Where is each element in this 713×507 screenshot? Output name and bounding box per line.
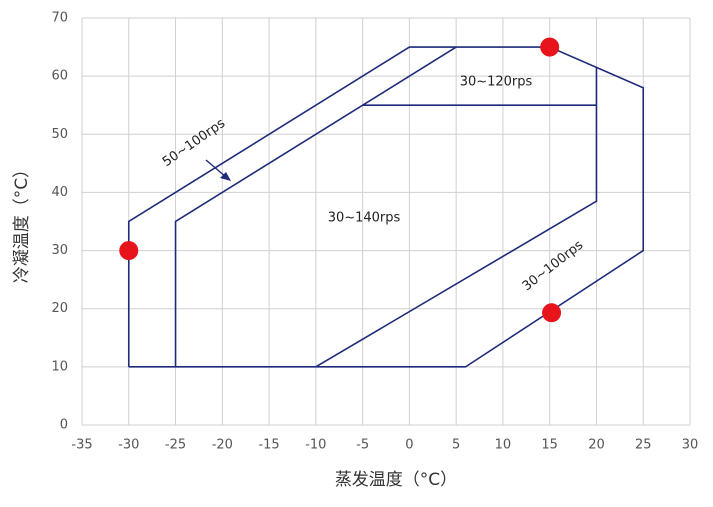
x-tick-label: 15 xyxy=(541,438,558,453)
x-tick-label: 5 xyxy=(452,438,460,453)
y-tick-label: 60 xyxy=(51,69,68,84)
operating-point xyxy=(119,241,139,261)
y-tick-label: 0 xyxy=(60,418,68,433)
y-tick-label: 20 xyxy=(51,301,68,316)
x-tick-label: 30 xyxy=(682,438,699,453)
arrow-head xyxy=(220,172,231,181)
operating-point xyxy=(540,37,560,57)
annotation: 30~120rps xyxy=(460,75,533,90)
operating-point xyxy=(542,303,562,323)
x-tick-label: -35 xyxy=(71,438,92,453)
annotation: 30~100rps xyxy=(520,238,587,295)
envelope-line xyxy=(315,67,598,368)
x-tick-label: 10 xyxy=(495,438,512,453)
y-tick-label: 40 xyxy=(51,185,68,200)
y-tick-label: 70 xyxy=(51,11,68,26)
x-tick-label: 20 xyxy=(588,438,605,453)
envelope-line xyxy=(127,46,645,368)
y-tick-label: 30 xyxy=(51,243,68,258)
x-axis-label: 蒸发温度（°C） xyxy=(335,470,457,490)
x-tick-label: -30 xyxy=(118,438,139,453)
annotation-arrow xyxy=(205,159,227,178)
x-tick-label: -15 xyxy=(258,438,279,453)
annotation: 50~100rps xyxy=(160,116,228,170)
x-tick-label: -25 xyxy=(165,438,186,453)
x-tick-label: 0 xyxy=(405,438,413,453)
x-tick-label: 25 xyxy=(635,438,652,453)
y-axis-label: 冷凝温度（°C） xyxy=(12,161,32,283)
y-tick-label: 50 xyxy=(51,127,68,142)
x-tick-label: -5 xyxy=(356,438,369,453)
x-tick-label: -10 xyxy=(305,438,326,453)
annotation: 30~140rps xyxy=(328,211,401,226)
x-tick-label: -20 xyxy=(212,438,233,453)
y-tick-label: 10 xyxy=(51,359,68,374)
